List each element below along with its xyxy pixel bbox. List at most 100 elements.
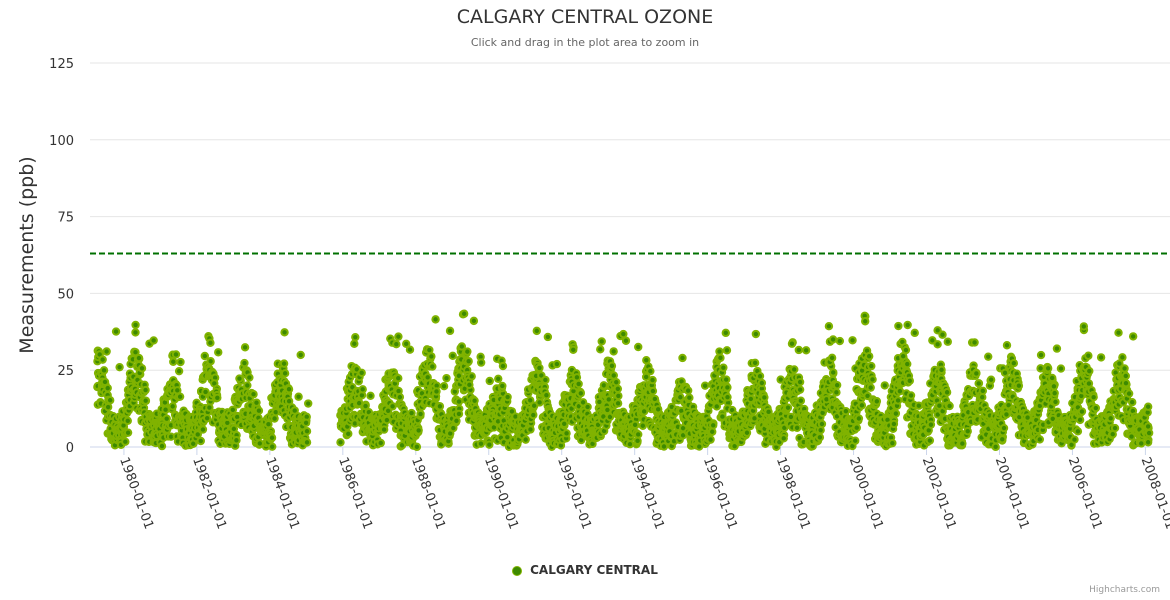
data-point	[254, 406, 264, 415]
data-point	[1110, 423, 1120, 433]
data-point	[427, 352, 436, 361]
data-point	[442, 373, 451, 383]
data-point	[431, 315, 440, 324]
data-point	[394, 374, 403, 383]
y-tick-label: 25	[57, 364, 74, 379]
x-tick-label: 2004-01-01	[992, 455, 1032, 531]
data-point	[448, 351, 457, 361]
data-point	[198, 425, 208, 434]
data-point	[1106, 414, 1115, 423]
data-point	[938, 330, 947, 339]
data-point	[817, 419, 827, 429]
data-point	[639, 407, 649, 416]
data-point	[974, 379, 983, 388]
data-point	[719, 363, 728, 372]
x-tick-label: 1984-01-01	[262, 455, 302, 531]
data-point	[984, 352, 993, 361]
data-point	[596, 345, 605, 354]
data-point	[111, 327, 121, 336]
data-point	[302, 427, 312, 436]
data-point	[700, 381, 710, 390]
data-point	[175, 392, 185, 401]
data-point	[344, 429, 353, 438]
data-point	[213, 393, 222, 402]
data-point	[414, 426, 423, 435]
legend-marker-icon	[512, 565, 523, 576]
data-point	[336, 438, 345, 447]
data-point	[1143, 402, 1153, 411]
data-point	[991, 442, 1000, 452]
data-point	[376, 438, 385, 448]
data-point	[552, 359, 562, 369]
data-point	[792, 423, 802, 433]
data-point	[625, 440, 635, 449]
data-point	[903, 359, 912, 369]
data-point	[542, 391, 551, 400]
data-point	[933, 340, 942, 349]
data-point	[868, 375, 877, 384]
data-point	[676, 393, 685, 402]
data-point	[722, 346, 732, 355]
data-point	[857, 401, 867, 410]
data-point	[463, 347, 472, 356]
data-point	[202, 413, 212, 423]
data-point	[712, 402, 721, 411]
data-point	[1128, 398, 1137, 407]
data-point	[498, 361, 508, 371]
data-point	[485, 376, 494, 386]
data-point	[801, 346, 811, 355]
x-tick-label: 1980-01-01	[116, 455, 156, 531]
data-point	[454, 397, 464, 406]
data-point	[659, 442, 669, 451]
data-point	[722, 375, 731, 384]
data-point	[157, 441, 167, 451]
data-point	[706, 435, 715, 444]
chart-subtitle: Click and drag in the plot area to zoom …	[470, 36, 700, 49]
data-point	[102, 347, 111, 356]
data-point	[240, 343, 250, 352]
data-point	[1002, 410, 1011, 419]
x-tick-label: 2000-01-01	[846, 455, 886, 531]
data-point	[1047, 373, 1057, 383]
x-tick-label: 1982-01-01	[189, 455, 229, 531]
data-point	[841, 406, 851, 416]
data-point	[889, 419, 899, 429]
data-point	[901, 345, 911, 355]
data-point	[867, 361, 876, 371]
data-point	[903, 320, 912, 330]
data-point	[284, 397, 294, 406]
legend-item-calgary-central[interactable]: CALGARY CENTRAL	[0, 563, 1170, 577]
data-point	[121, 437, 130, 446]
data-point	[428, 362, 437, 371]
data-point	[914, 401, 924, 410]
data-point	[986, 375, 996, 384]
data-point	[521, 435, 530, 444]
data-point	[1070, 435, 1079, 444]
data-point	[972, 369, 981, 378]
data-point	[893, 396, 903, 405]
data-point	[815, 433, 825, 442]
data-point	[751, 329, 761, 339]
data-point	[149, 336, 158, 345]
data-point	[926, 420, 936, 429]
data-point	[1121, 378, 1131, 388]
data-point	[852, 423, 861, 432]
data-point	[465, 380, 474, 390]
data-point	[141, 385, 150, 395]
data-point	[787, 339, 797, 348]
data-point	[888, 438, 897, 448]
data-point	[123, 428, 133, 437]
data-point	[467, 372, 476, 381]
data-point	[1075, 415, 1085, 425]
data-point	[206, 357, 215, 366]
data-point	[794, 345, 804, 355]
data-point	[1114, 328, 1123, 337]
data-point	[214, 348, 223, 357]
data-point	[141, 396, 150, 405]
data-point	[613, 399, 623, 408]
data-point	[630, 420, 640, 430]
data-point	[134, 353, 144, 363]
credits-link[interactable]: Highcharts.com	[1089, 585, 1160, 595]
data-point	[604, 395, 613, 404]
